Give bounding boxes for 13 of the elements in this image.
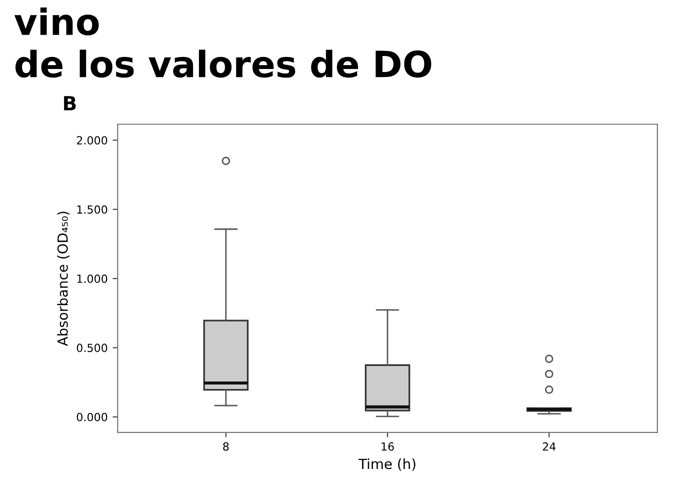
y-tick-label: 1.500 [77, 205, 108, 214]
y-tick-label: 0.500 [76, 344, 108, 352]
y-tick-label: 2.000 [76, 136, 108, 145]
x-tick-label: 16 [382, 442, 394, 451]
y-axis-title: Absorbance (OD₄₅₀) [57, 212, 70, 346]
text: B [64, 96, 76, 110]
chart-title: vino [14, 7, 99, 36]
x-tick-label: 8 [223, 442, 229, 451]
x-axis-title: Time (h) [358, 458, 416, 471]
x-tick-label: 24 [542, 442, 556, 451]
chart-subtitle: de los valores de DO [15, 50, 432, 78]
y-tick-label: 1.000 [77, 274, 108, 283]
y-tick-label: 0.000 [76, 412, 108, 422]
